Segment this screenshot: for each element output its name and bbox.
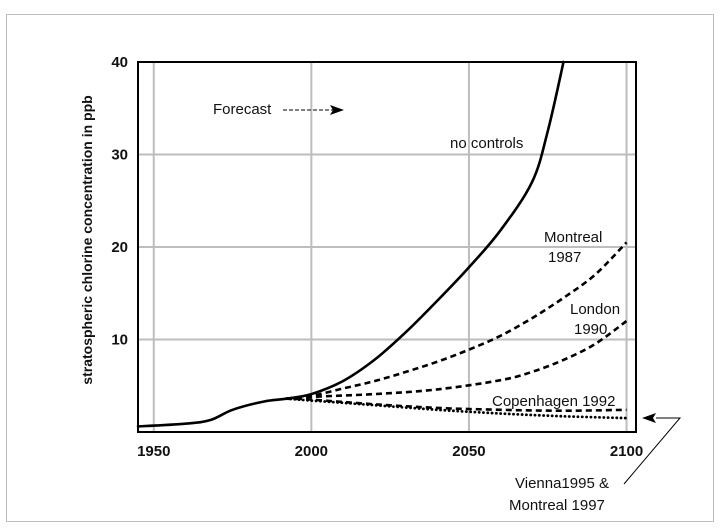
label-london-year: 1990 [574,321,607,338]
x-tick-label: 2050 [452,443,485,460]
series-line-vienna1995-montreal-1997 [284,397,628,420]
series-line-london-1990 [286,319,628,400]
series-lines [136,60,628,428]
label-london: London [570,301,620,318]
label-montreal-1997: Montreal 1997 [509,497,605,514]
y-tick-label: 20 [111,239,128,256]
forecast-arrowhead [330,105,344,115]
y-tick-label: 30 [111,147,128,164]
label-copenhagen: Copenhagen 1992 [492,393,615,410]
chart-frame [6,14,714,522]
label-vienna: Vienna1995 & [515,475,609,492]
plot-border [137,61,637,433]
forecast-label: Forecast [213,101,272,118]
label-no-controls: no controls [450,135,523,152]
label-montreal: Montreal [544,229,602,246]
x-tick-label: 2000 [295,443,328,460]
x-tick-label: 1950 [137,443,170,460]
label-montreal-year: 1987 [548,249,581,266]
y-tick-label: 10 [111,332,128,349]
tick-labels: 1950 2000 2050 2100 10 20 30 40 [111,54,643,460]
series-line-montreal-1987 [285,241,628,400]
vienna-arrowhead [642,413,656,423]
series-line-no-controls [136,60,565,428]
vienna-callout-line [623,417,682,485]
y-tick-label: 40 [111,54,128,71]
x-tick-label: 2100 [610,443,643,460]
y-axis-label: stratospheric chlorine concentration in … [79,95,95,384]
